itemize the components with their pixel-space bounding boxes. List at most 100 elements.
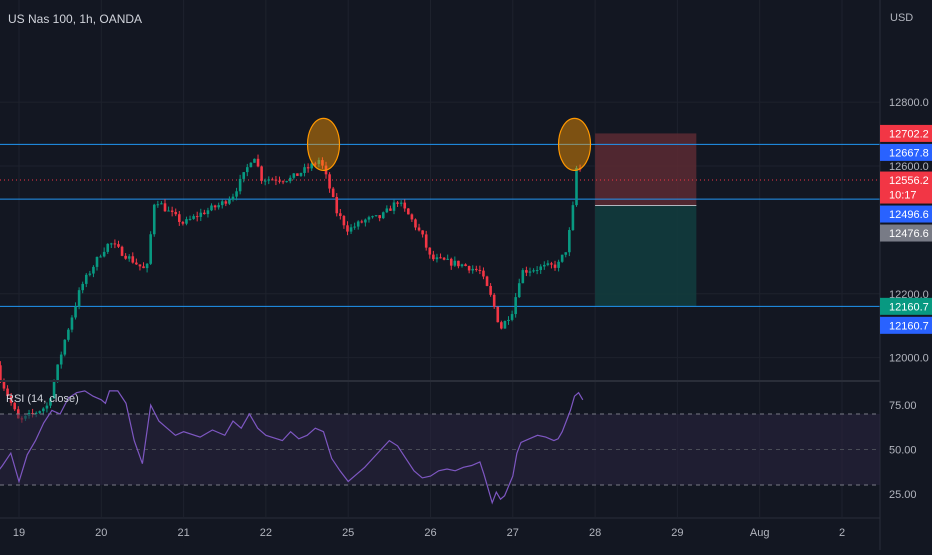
candle-body xyxy=(356,221,360,227)
price-tag[interactable] xyxy=(880,224,932,242)
highlight-circle[interactable] xyxy=(306,117,341,171)
candle-body xyxy=(56,364,59,382)
candle-body xyxy=(417,227,421,231)
candle-body xyxy=(410,214,414,220)
time-tick-label: 28 xyxy=(589,527,601,539)
candle-body xyxy=(70,317,74,330)
price-tag[interactable] xyxy=(880,143,932,161)
candle-body xyxy=(471,268,475,271)
candle-body xyxy=(521,270,525,284)
candle-body xyxy=(510,314,514,320)
candle-body xyxy=(381,212,385,219)
candle-body xyxy=(303,167,306,173)
time-tick-label: 29 xyxy=(671,527,683,539)
time-tick-label: 19 xyxy=(13,527,25,539)
candle-body xyxy=(260,166,263,181)
candle-body xyxy=(364,219,367,223)
candle-body xyxy=(296,173,299,176)
candle-body xyxy=(120,246,124,256)
candle-body xyxy=(542,264,546,267)
time-tick-label: Aug xyxy=(750,527,770,539)
candle-body xyxy=(131,256,135,263)
candle-body xyxy=(117,244,120,247)
candle-body xyxy=(210,205,213,211)
candle-body xyxy=(371,216,374,218)
candle-body xyxy=(110,243,113,245)
candle-body xyxy=(67,329,70,340)
candle-body xyxy=(346,225,349,232)
candle-body xyxy=(174,211,178,215)
candle-body xyxy=(331,188,335,198)
price-tag[interactable] xyxy=(880,124,932,142)
highlight-circle[interactable] xyxy=(557,117,592,171)
candle-body xyxy=(525,270,528,273)
candle-body xyxy=(63,339,67,355)
price-tick-label: 12000.0 xyxy=(889,353,929,365)
candle-body xyxy=(84,274,88,284)
currency-label: USD xyxy=(890,12,913,24)
candle-body xyxy=(568,230,571,253)
candle-body xyxy=(414,219,417,228)
candle-body xyxy=(360,221,364,223)
time-tick-label: 22 xyxy=(260,527,272,539)
stop-loss-zone xyxy=(595,133,697,206)
candle-body xyxy=(435,257,439,260)
candle-body xyxy=(160,203,163,205)
price-tag-value: 12702.2 xyxy=(889,128,929,140)
candle-body xyxy=(152,204,156,235)
candle-body xyxy=(45,405,49,409)
candle-body xyxy=(389,208,392,211)
candle-body xyxy=(367,217,371,220)
candle-body xyxy=(138,264,142,267)
candle-body xyxy=(95,256,99,267)
candle-body xyxy=(256,158,260,167)
price-tag[interactable] xyxy=(880,297,932,315)
candle-body xyxy=(475,268,478,270)
chart-title: US Nas 100, 1h, OANDA xyxy=(8,12,142,26)
candle-body xyxy=(378,215,381,219)
candle-body xyxy=(492,294,496,307)
candle-body xyxy=(446,258,449,260)
rsi-line xyxy=(0,390,584,505)
price-tag-value: 12160.7 xyxy=(889,320,929,332)
price-tag-value: 12667.8 xyxy=(889,147,929,159)
price-tag-countdown: 10:17 xyxy=(889,190,917,202)
candle-body xyxy=(514,297,517,315)
candle-body xyxy=(285,181,288,183)
candle-body xyxy=(507,319,510,321)
price-tick-label: 12800.0 xyxy=(889,97,929,109)
candle-body xyxy=(482,270,485,277)
candle-body xyxy=(292,173,296,178)
candle-body xyxy=(335,197,339,214)
candle-body xyxy=(228,199,231,204)
candle-body xyxy=(34,412,38,414)
candle-body xyxy=(553,264,557,268)
candle-body xyxy=(231,196,235,200)
candle-body xyxy=(528,271,532,273)
price-tag-value: 12496.6 xyxy=(889,209,929,221)
candle-body xyxy=(149,234,152,264)
candle-body xyxy=(42,408,45,412)
candle-body xyxy=(127,256,131,259)
price-tag[interactable] xyxy=(880,205,932,223)
rsi-label: RSI (14, close) xyxy=(6,393,79,405)
candle-body xyxy=(392,202,396,211)
candle-body xyxy=(38,411,42,413)
price-tag-value: 12556.2 xyxy=(889,175,929,187)
time-tick-label: 26 xyxy=(424,527,436,539)
candle-body xyxy=(500,322,503,329)
candle-body xyxy=(517,283,521,298)
price-tick-label: 12600.0 xyxy=(889,161,929,173)
candle-body xyxy=(546,263,550,265)
candle-body xyxy=(321,160,324,166)
candle-body xyxy=(317,160,321,164)
price-tag[interactable] xyxy=(880,316,932,334)
time-tick-label: 27 xyxy=(507,527,519,539)
candle-body xyxy=(92,266,95,274)
candle-body xyxy=(106,243,110,252)
candle-body xyxy=(403,202,407,209)
price-tag[interactable] xyxy=(880,171,932,204)
price-tag-value: 12476.6 xyxy=(889,228,929,240)
